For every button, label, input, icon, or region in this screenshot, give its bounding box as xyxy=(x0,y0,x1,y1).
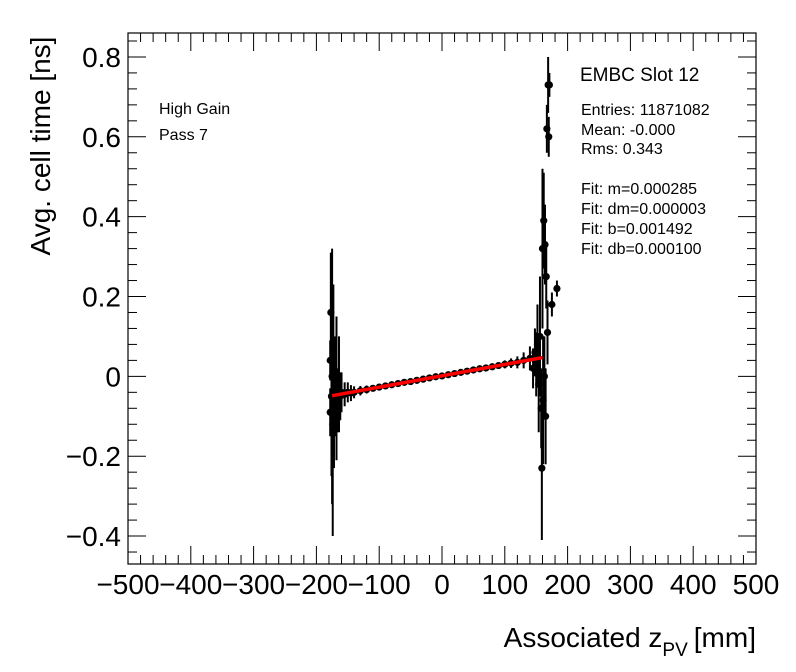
y-tick-label: −0.4 xyxy=(66,521,121,552)
x-axis-label-unit: [mm] xyxy=(694,622,756,653)
y-tick-label: 0.8 xyxy=(82,42,121,73)
data-point xyxy=(553,284,561,293)
x-tick-label: −200 xyxy=(285,569,348,600)
y-tick-label: 0.4 xyxy=(82,202,121,233)
data-point xyxy=(542,272,550,281)
data-point xyxy=(335,380,343,388)
y-axis-label: Avg. cell time [ns] xyxy=(25,37,56,256)
data-point xyxy=(545,133,553,141)
data-point xyxy=(543,328,552,337)
x-tick-label: 500 xyxy=(733,569,780,600)
x-tick-labels: −500 −400 −300 −200 −100 0 100 200 300 400 500 xyxy=(96,569,779,600)
annotation-pass: Pass 7 xyxy=(159,127,208,144)
y-tick-label: 0 xyxy=(105,361,121,392)
stat-fit-db: Fit: db=0.000100 xyxy=(581,241,702,258)
stat-fit-m: Fit: m=0.000285 xyxy=(581,181,697,198)
data-point xyxy=(548,300,556,309)
x-tick-label: −300 xyxy=(222,569,285,600)
stat-fit-dm: Fit: dm=0.000003 xyxy=(581,201,706,218)
x-tick-label: −500 xyxy=(96,569,159,600)
x-axis-label-sub: PV xyxy=(662,640,688,661)
data-point xyxy=(533,340,542,349)
data-point xyxy=(540,372,548,380)
stat-fit-b: Fit: b=0.001492 xyxy=(581,221,693,238)
x-tick-label: −100 xyxy=(348,569,411,600)
stat-mean: Mean: -0.000 xyxy=(581,122,675,139)
data-point xyxy=(327,308,335,317)
x-tick-label: 300 xyxy=(607,569,654,600)
data-point xyxy=(535,380,543,388)
data-point xyxy=(545,81,553,89)
data-point xyxy=(543,125,551,133)
x-axis-label: Associated zPV [mm] xyxy=(504,622,756,661)
y-tick-labels: −0.4 −0.2 0 0.2 0.4 0.6 0.8 xyxy=(66,42,121,552)
data-point xyxy=(542,412,550,420)
data-point xyxy=(330,404,338,412)
x-tick-label: 200 xyxy=(544,569,591,600)
data-point xyxy=(328,372,336,380)
y-tick-label: 0.6 xyxy=(82,122,121,153)
y-tick-label: −0.2 xyxy=(66,441,121,472)
chart-title: EMBC Slot 12 xyxy=(580,65,699,86)
stat-entries: Entries: 11871082 xyxy=(581,102,710,119)
x-tick-label: 0 xyxy=(434,569,450,600)
x-tick-label: 400 xyxy=(670,569,717,600)
data-point xyxy=(539,396,547,404)
data-point xyxy=(531,348,539,356)
annotation-high-gain: High Gain xyxy=(159,101,230,118)
fit-line xyxy=(331,355,543,398)
data-point xyxy=(537,404,545,412)
stat-rms: Rms: 0.343 xyxy=(581,141,663,158)
data-point xyxy=(329,420,337,428)
data-point xyxy=(541,241,549,249)
x-tick-label: 100 xyxy=(481,569,528,600)
data-point xyxy=(532,360,540,368)
data-point xyxy=(538,464,546,472)
axis-ticks xyxy=(127,33,757,564)
x-tick-label: −400 xyxy=(159,569,222,600)
data-point xyxy=(536,332,544,341)
y-tick-label: 0.2 xyxy=(82,282,121,313)
data-point xyxy=(540,217,548,225)
data-point xyxy=(329,360,337,368)
x-axis-label-main: Associated z xyxy=(504,622,663,653)
